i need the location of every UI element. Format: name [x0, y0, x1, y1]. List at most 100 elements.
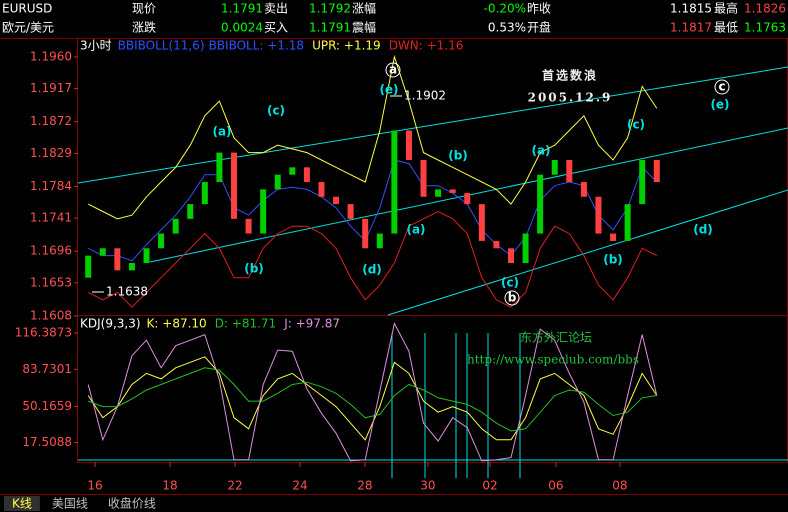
candle — [187, 204, 194, 219]
header-cell: 震幅 — [352, 20, 376, 35]
legend-entry: DWN: +1.16 — [389, 39, 464, 53]
header-cell: 0.0024 — [221, 21, 263, 35]
header-cell: 涨跌 — [132, 20, 156, 35]
x-tick-label: 28 — [357, 479, 372, 493]
candle — [566, 159, 573, 183]
wave-label: (c) — [267, 104, 285, 118]
legend-entry: BBIBOLL: +1.18 — [209, 39, 304, 53]
candle — [376, 233, 383, 249]
header-cell: EURUSD — [2, 2, 52, 16]
tab-label[interactable]: 收盘价线 — [108, 496, 156, 511]
legend-entry: K: +87.10 — [147, 317, 207, 331]
wave-circle — [385, 62, 401, 78]
wave-circle — [714, 79, 730, 95]
stamp-text: 首选数浪 — [542, 68, 598, 83]
tab-label[interactable]: K线 — [12, 497, 32, 511]
header-cell: 1.1791 — [309, 21, 351, 35]
candle — [114, 248, 121, 271]
series-line — [87, 54, 658, 220]
candle — [362, 218, 369, 249]
wave-label: (c) — [627, 118, 645, 132]
candle — [245, 218, 252, 234]
candle — [172, 218, 179, 234]
x-tick-label: 22 — [227, 479, 242, 493]
header-cell: 现价 — [132, 2, 156, 16]
y-tick-label: 83.7301 — [22, 362, 72, 376]
candle — [128, 263, 135, 271]
tab[interactable]: 收盘价线 — [99, 496, 164, 512]
watermark: http://www.speclub.com/bbs — [467, 353, 639, 367]
y-tick-label: 50.1659 — [22, 399, 72, 413]
candle — [289, 167, 296, 175]
candle — [449, 189, 456, 194]
x-tick-label: 08 — [612, 479, 627, 493]
legend-entry: D: +81.71 — [215, 317, 277, 331]
y-tick-label: 1.1829 — [30, 146, 72, 160]
header-cell: 开盘 — [527, 20, 551, 35]
price-mark: 1.1902 — [404, 89, 446, 103]
tab[interactable]: 美国线 — [43, 496, 96, 511]
wave-label: (d) — [362, 263, 382, 277]
wave-label: (a) — [406, 223, 425, 237]
header-cell: 1.1817 — [670, 21, 712, 35]
y-tick-label: 116.3873 — [15, 326, 72, 340]
x-tick-label: 06 — [548, 479, 563, 493]
y-tick-label: 1.1872 — [30, 114, 72, 128]
header-cell: 1.1815 — [670, 2, 712, 16]
y-tick-label: 17.5088 — [22, 435, 72, 449]
candle — [260, 189, 267, 234]
watermark: 东方外汇论坛 — [520, 330, 592, 345]
candle — [537, 174, 544, 234]
wave-label: (e) — [379, 83, 398, 97]
tab-bg — [43, 496, 96, 511]
wave-circle — [504, 290, 520, 306]
wave-label: (a) — [531, 144, 550, 158]
channel-line — [387, 189, 788, 316]
circled-label: c — [718, 80, 725, 94]
stamp-text: 2005.12.9 — [528, 91, 613, 105]
candle — [158, 233, 165, 249]
header-cell: 1.1792 — [309, 2, 351, 16]
header-cell: 卖出 — [264, 2, 288, 16]
y-tick-label: 1.1653 — [30, 275, 72, 289]
candle — [420, 159, 427, 197]
header-cell: 欧元/美元 — [2, 21, 54, 35]
header-cell: 买入 — [264, 21, 288, 35]
candle — [493, 240, 500, 249]
candle — [435, 189, 442, 197]
header-cell: 最高 — [714, 1, 738, 16]
candle — [653, 159, 660, 183]
candle — [639, 159, 646, 205]
candle — [85, 255, 92, 278]
header-cell: 昨收 — [527, 2, 551, 16]
candle — [230, 152, 237, 219]
candle — [333, 196, 340, 205]
candle — [347, 204, 354, 219]
candle — [507, 248, 514, 264]
header-cell: -0.20% — [484, 2, 526, 16]
tab-label[interactable]: 美国线 — [52, 497, 88, 511]
wave-label: (a) — [212, 125, 231, 139]
wave-label: (e) — [710, 98, 729, 112]
candle — [580, 182, 587, 197]
tab-bg — [99, 496, 164, 511]
candle — [595, 196, 602, 234]
candle — [624, 204, 631, 241]
x-tick-label: 18 — [162, 479, 177, 493]
candle — [201, 182, 208, 205]
price-mark: 1.1638 — [106, 285, 148, 299]
series-line — [88, 367, 657, 432]
candle — [610, 233, 617, 241]
panel-title: KDJ(9,3,3) — [80, 317, 141, 331]
wave-label: (b) — [244, 262, 264, 276]
y-tick-label: 1.1917 — [30, 81, 72, 95]
series-line — [87, 159, 658, 262]
wave-label: (c) — [501, 276, 519, 290]
header-cell: 1.1763 — [744, 21, 786, 35]
wave-label: (b) — [603, 253, 623, 267]
header-cell: 0.53% — [488, 21, 526, 35]
candle — [303, 167, 310, 183]
y-tick-label: 1.1608 — [30, 309, 72, 323]
tab[interactable]: K线 — [4, 496, 40, 511]
candle — [478, 204, 485, 241]
